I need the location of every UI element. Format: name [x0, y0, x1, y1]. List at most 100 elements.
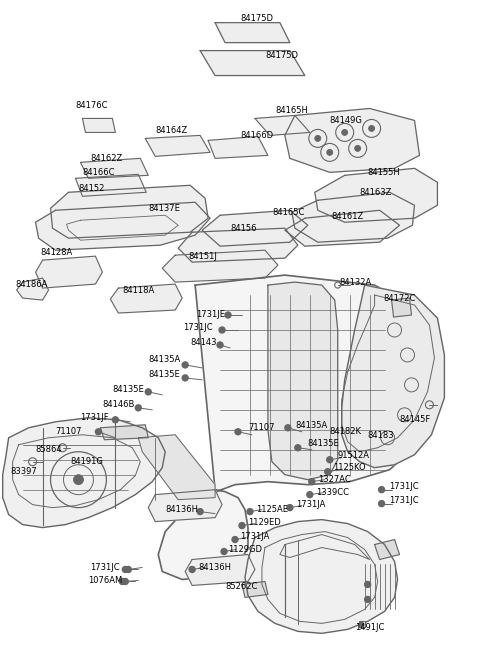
Text: 84176C: 84176C — [75, 101, 108, 110]
Text: 1731JA: 1731JA — [240, 532, 269, 541]
Text: 83397: 83397 — [11, 467, 37, 476]
Text: 85262C: 85262C — [225, 582, 257, 591]
Circle shape — [182, 362, 188, 368]
Text: 84186A: 84186A — [16, 280, 48, 289]
Circle shape — [325, 469, 331, 475]
Text: 1491JC: 1491JC — [355, 623, 384, 632]
Polygon shape — [100, 425, 148, 440]
Text: 84156: 84156 — [230, 224, 256, 233]
Circle shape — [307, 492, 313, 498]
Text: 84166C: 84166C — [83, 168, 115, 177]
Text: 84182K: 84182K — [330, 427, 362, 436]
Text: 84135E: 84135E — [148, 370, 180, 379]
Text: 1731JC: 1731JC — [390, 482, 419, 491]
Polygon shape — [158, 275, 437, 580]
Text: 1731JC: 1731JC — [183, 324, 213, 333]
Text: 84135A: 84135A — [296, 421, 328, 430]
Polygon shape — [36, 256, 102, 288]
Text: 71107: 71107 — [248, 423, 275, 432]
Polygon shape — [392, 298, 411, 317]
Text: 84136H: 84136H — [165, 505, 198, 514]
Circle shape — [379, 500, 384, 506]
Polygon shape — [200, 50, 305, 75]
Circle shape — [327, 457, 333, 462]
Circle shape — [285, 425, 291, 431]
Polygon shape — [185, 555, 255, 586]
Text: 84161Z: 84161Z — [332, 212, 364, 221]
Circle shape — [315, 136, 321, 141]
Bar — [359, 622, 365, 627]
Circle shape — [73, 475, 84, 485]
Circle shape — [225, 312, 231, 318]
Text: 84191G: 84191G — [71, 457, 103, 466]
Circle shape — [221, 548, 227, 555]
Polygon shape — [315, 168, 437, 222]
Polygon shape — [148, 490, 222, 521]
Text: 84143: 84143 — [190, 339, 216, 347]
Text: 1125KO: 1125KO — [333, 463, 365, 472]
Text: 85864: 85864 — [36, 445, 62, 454]
Text: 84135A: 84135A — [148, 356, 180, 364]
Text: 84132A: 84132A — [340, 278, 372, 287]
Polygon shape — [178, 228, 298, 262]
Circle shape — [247, 509, 253, 515]
Polygon shape — [50, 185, 208, 238]
Circle shape — [145, 389, 151, 395]
Circle shape — [122, 578, 128, 584]
Text: 1125AE: 1125AE — [256, 505, 288, 514]
Circle shape — [182, 375, 188, 381]
Polygon shape — [255, 115, 310, 136]
Text: 84145F: 84145F — [399, 415, 431, 424]
Text: 84172C: 84172C — [384, 293, 416, 303]
Circle shape — [342, 130, 348, 136]
Circle shape — [235, 429, 241, 435]
Circle shape — [287, 504, 293, 511]
Polygon shape — [3, 418, 165, 527]
Circle shape — [135, 405, 141, 411]
Text: 1129GD: 1129GD — [228, 545, 262, 554]
Polygon shape — [202, 210, 308, 246]
Polygon shape — [285, 109, 420, 172]
Circle shape — [309, 479, 315, 485]
Polygon shape — [81, 159, 148, 178]
Polygon shape — [292, 193, 415, 242]
Text: 84165H: 84165H — [275, 106, 308, 115]
Text: 84135E: 84135E — [308, 440, 339, 448]
Text: 1731JE: 1731JE — [196, 310, 225, 318]
Polygon shape — [162, 250, 278, 282]
Text: 84151J: 84151J — [188, 252, 217, 261]
Circle shape — [379, 487, 384, 493]
Circle shape — [295, 445, 301, 451]
Polygon shape — [17, 278, 48, 300]
Text: 84152: 84152 — [78, 184, 105, 193]
Text: 1731JF: 1731JF — [81, 413, 109, 422]
Text: 1327AC: 1327AC — [318, 475, 350, 484]
Circle shape — [365, 582, 371, 588]
Polygon shape — [145, 136, 210, 157]
Polygon shape — [36, 202, 210, 250]
Polygon shape — [374, 540, 399, 559]
Text: 1731JC: 1731JC — [390, 496, 419, 505]
Circle shape — [217, 342, 223, 348]
Text: 1076AM: 1076AM — [88, 576, 123, 585]
Text: 84163Z: 84163Z — [360, 188, 392, 196]
Text: 1339CC: 1339CC — [316, 488, 349, 497]
Text: 84128A: 84128A — [41, 248, 73, 257]
Circle shape — [365, 597, 371, 603]
Circle shape — [239, 523, 245, 529]
Polygon shape — [245, 519, 397, 633]
Circle shape — [112, 417, 119, 422]
Circle shape — [96, 429, 101, 435]
Text: 84146B: 84146B — [102, 400, 135, 409]
Circle shape — [122, 567, 128, 572]
Text: 84162Z: 84162Z — [90, 154, 123, 163]
Circle shape — [197, 509, 203, 515]
Polygon shape — [83, 119, 115, 132]
Circle shape — [369, 125, 374, 132]
Text: 84149G: 84149G — [330, 116, 362, 125]
Polygon shape — [215, 23, 290, 43]
Text: 1731JA: 1731JA — [296, 500, 325, 509]
Text: 84136H: 84136H — [198, 563, 231, 572]
Polygon shape — [208, 136, 268, 159]
Text: 84155H: 84155H — [368, 168, 400, 177]
